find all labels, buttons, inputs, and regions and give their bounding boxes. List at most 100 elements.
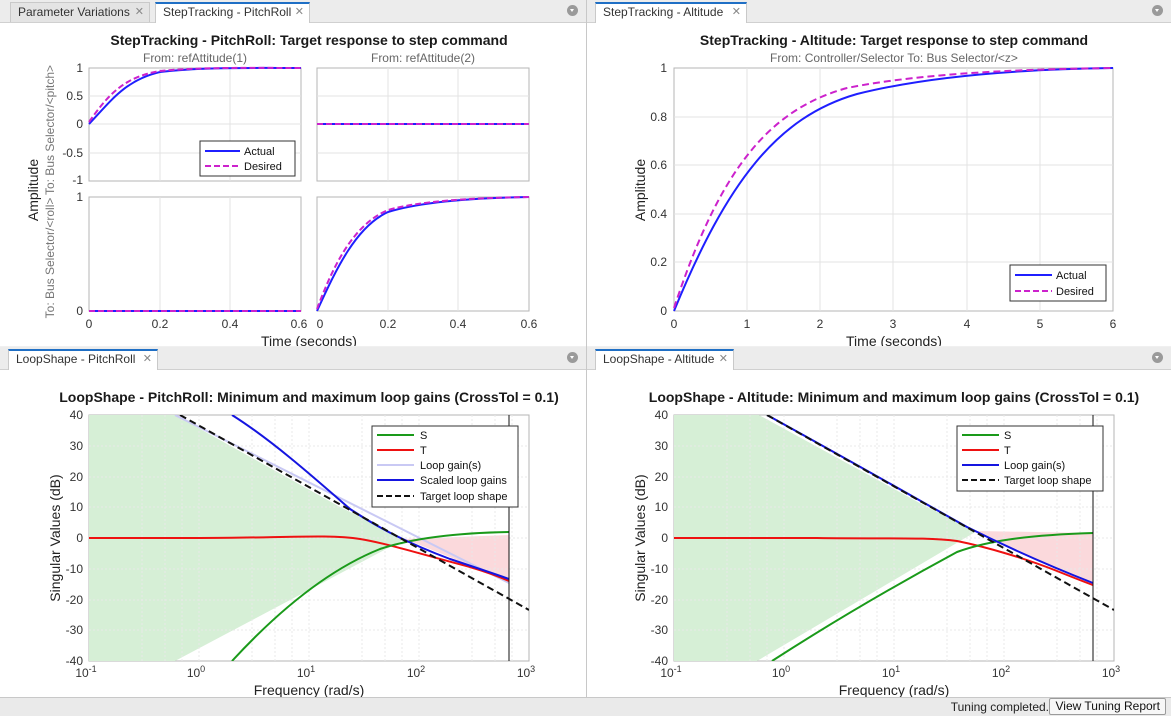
pane-step-altitude: StepTracking - Altitude ✕ StepTracking -… [587,0,1171,346]
ytick: 0.8 [650,110,667,124]
ytick: -40 [651,654,669,668]
ytick: 0 [76,531,83,545]
pane-divider[interactable] [586,0,587,697]
tabbar-top-right: StepTracking - Altitude ✕ [587,0,1171,23]
chevron-down-icon[interactable] [567,5,578,16]
status-text: Tuning completed. [950,700,1049,714]
legend-desired: Desired [1056,286,1094,298]
ytick: -40 [66,654,84,668]
x-axis-label: Frequency (rad/s) [839,682,949,697]
xtick: 2 [817,317,824,331]
xtick-exp: 3 [1115,664,1120,674]
legend-loop-altitude[interactable]: S T Loop gain(s) Target loop shape [956,425,1104,492]
ytick: -20 [66,593,84,607]
xtick: 3 [890,317,897,331]
ytick: 40 [655,408,669,422]
step-pitchroll-plot: StepTracking - PitchRoll: Target respons… [25,32,538,346]
from-label-1: From: refAttitude(1) [143,51,247,65]
xtick: 0.6 [291,317,308,331]
close-icon[interactable]: ✕ [142,353,152,365]
ytick: 1 [76,190,83,204]
to-label-roll: To: Bus Selector/<roll> [43,198,57,319]
xtick-exp: -1 [89,664,97,674]
s-curve [771,532,1094,661]
legend-t: T [420,445,427,457]
x-axis-label: Frequency (rad/s) [254,682,364,697]
tab-loopshape-altitude[interactable]: LoopShape - Altitude ✕ [595,349,734,370]
xtick-exp: 0 [200,664,205,674]
close-icon[interactable]: ✕ [134,6,144,18]
xtick: 0.4 [222,317,239,331]
ytick: 30 [70,439,84,453]
t-curve [674,537,1094,586]
legend-loop-gain: Loop gain(s) [420,460,481,472]
ytick: 1 [76,61,83,75]
ytick: 30 [655,439,669,453]
axes-roll-2[interactable] [316,196,530,312]
tabbar-top-left: Parameter Variations ✕ StepTracking - Pi… [0,0,586,23]
xtick: 0.2 [152,317,169,331]
ytick: 0.5 [66,89,83,103]
from-label-2: From: refAttitude(2) [371,51,475,65]
xtick-exp: -1 [674,664,682,674]
view-tuning-report-button[interactable]: View Tuning Report [1049,698,1166,715]
xtick-exp: 0 [785,664,790,674]
chevron-down-icon[interactable] [1152,5,1163,16]
x-axis-label: Time (seconds) [846,333,942,346]
plot-title: StepTracking - Altitude: Target response… [700,32,1088,48]
ytick: 40 [70,408,84,422]
xtick: 5 [1037,317,1044,331]
ytick: -30 [651,623,669,637]
legend-target: Target loop shape [420,491,507,503]
ytick: -20 [651,593,669,607]
tab-label: LoopShape - Altitude [603,352,715,366]
legend-pitch[interactable]: Actual Desired [199,140,296,177]
xtick: 0.2 [380,317,397,331]
ytick: 0.6 [650,158,667,172]
ytick: 20 [655,470,669,484]
legend-actual: Actual [1056,270,1087,282]
desired-curve-altitude [673,67,1114,309]
svg-text:103: 103 [1102,664,1120,680]
xtick-exp: 1 [895,664,900,674]
chevron-down-icon[interactable] [1152,352,1163,363]
svg-text:102: 102 [407,664,425,680]
close-icon[interactable]: ✕ [718,353,728,365]
svg-text:101: 101 [882,664,900,680]
ytick: 0.4 [650,207,667,221]
tab-steptracking-pitchroll[interactable]: StepTracking - PitchRoll ✕ [155,2,310,23]
tab-steptracking-altitude[interactable]: StepTracking - Altitude ✕ [595,2,747,23]
legend-loop-pitchroll[interactable]: S T Loop gain(s) Scaled loop gains Targe… [371,425,519,508]
status-bar: Tuning completed. View Tuning Report [0,697,1171,716]
chevron-down-icon[interactable] [567,352,578,363]
xtick-exp: 1 [310,664,315,674]
y-axis-label: Amplitude [25,159,41,221]
s-curve [231,531,510,661]
legend-s: S [420,430,427,442]
xtick: 0 [86,317,93,331]
y-axis-label: Singular Values (dB) [632,474,648,601]
pane-loopshape-altitude: LoopShape - Altitude ✕ LoopShape - Altit… [587,347,1171,697]
actual-curve-roll [316,196,530,312]
close-icon[interactable]: ✕ [731,6,741,18]
ytick: 1 [660,61,667,75]
ytick: 0.2 [650,255,667,269]
grid-lines [674,68,1113,311]
loopshape-pitchroll-plot: LoopShape - PitchRoll: Minimum and maxim… [47,389,559,697]
svg-text:100: 100 [187,664,205,680]
close-icon[interactable]: ✕ [294,6,304,18]
x-axis-label: Time (seconds) [261,333,357,346]
tab-loopshape-pitchroll[interactable]: LoopShape - PitchRoll ✕ [8,349,158,370]
ytick: 10 [70,500,84,514]
plot-title: LoopShape - Altitude: Minimum and maximu… [649,389,1139,405]
ytick: 10 [655,500,669,514]
legend-actual: Actual [244,146,275,158]
ytick: -1 [72,173,83,187]
tab-parameter-variations[interactable]: Parameter Variations ✕ [10,2,150,22]
xtick: 0 [317,317,324,331]
xtick-exp: 2 [1005,664,1010,674]
axes-roll-1[interactable] [88,196,302,312]
legend-altitude[interactable]: Actual Desired [1009,264,1107,302]
xtick: 4 [964,317,971,331]
y-axis-label: Singular Values (dB) [47,474,63,601]
